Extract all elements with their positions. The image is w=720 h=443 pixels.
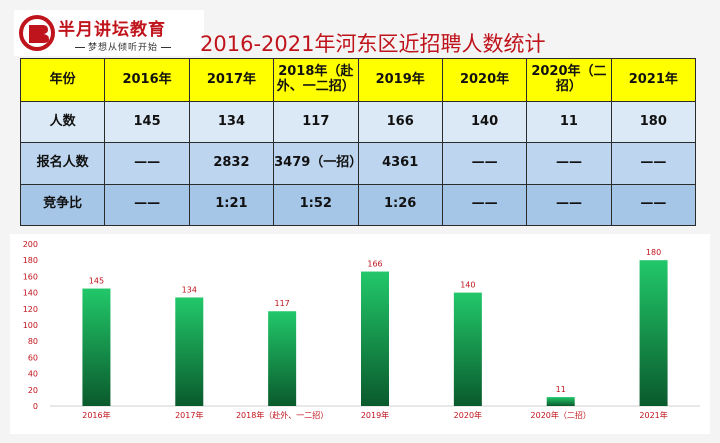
y-tick-label: 160 <box>23 272 38 281</box>
page-title: 2016-2021年河东区近招聘人数统计 <box>200 32 546 56</box>
bar <box>175 297 204 406</box>
table-row: 报名人数 —— 2832 3479（一招） 4361 —— —— —— <box>19 142 697 185</box>
bar <box>639 260 668 406</box>
bar <box>82 288 111 406</box>
table-header-cell: 2020年（二招） <box>526 57 612 103</box>
table-cell: 117 <box>273 101 359 144</box>
table-cell: 145 <box>104 101 190 144</box>
table-row: 竞争比 —— 1:21 1:52 1:26 —— —— —— <box>19 183 697 227</box>
bar <box>361 271 389 406</box>
table-cell: —— <box>441 142 528 185</box>
table-header-cell: 年份 <box>19 57 106 103</box>
table-cell: —— <box>104 183 190 227</box>
table-cell: 2832 <box>188 142 275 185</box>
table-cell: —— <box>526 142 612 185</box>
x-tick-label: 2016年 <box>82 410 110 420</box>
bar <box>268 311 297 406</box>
y-tick-label: 20 <box>28 386 38 395</box>
y-tick-label: 60 <box>28 353 38 362</box>
logo-slogan: 梦想从倾听开始 <box>72 40 174 53</box>
data-label: 145 <box>89 277 104 286</box>
table-header-cell: 2020年 <box>441 57 528 103</box>
table-cell: 3479（一招） <box>273 142 362 185</box>
table-header-cell: 2019年 <box>357 57 443 103</box>
table-cell: —— <box>441 183 528 227</box>
table-header-row: 年份 2016年 2017年 2018年（赴外、一二招） 2019年 2020年… <box>19 57 697 103</box>
x-tick-label: 2020年 <box>454 410 482 420</box>
stats-table: 年份 2016年 2017年 2018年（赴外、一二招） 2019年 2020年… <box>19 57 697 227</box>
y-tick-label: 200 <box>23 240 38 249</box>
x-tick-label: 2019年 <box>361 410 389 420</box>
table-header-cell: 2017年 <box>188 57 275 103</box>
table-cell: 166 <box>357 101 443 144</box>
logo: 半月讲坛教育 梦想从倾听开始 <box>14 10 204 56</box>
data-label: 166 <box>367 260 382 269</box>
table-header-cell: 2018年（赴外、一二招） <box>273 57 359 103</box>
table-cell: 134 <box>188 101 275 144</box>
data-label: 140 <box>460 281 475 290</box>
data-label: 180 <box>646 248 661 257</box>
table-cell: 4361 <box>357 142 443 185</box>
data-label: 117 <box>275 299 290 308</box>
bar <box>453 292 482 406</box>
table-cell: 人数 <box>19 101 106 144</box>
table-cell: 1:26 <box>357 183 443 227</box>
table-cell: 11 <box>526 101 612 144</box>
table-cell: 180 <box>610 101 697 144</box>
logo-brand: 半月讲坛教育 <box>58 20 166 40</box>
x-tick-label: 2017年 <box>175 410 203 420</box>
bar <box>546 397 575 406</box>
bar-chart-panel: 0 20 40 60 80 100 120 140 160 180 200 145 2016年 134 20… <box>10 234 710 434</box>
table-cell: —— <box>104 142 190 185</box>
y-tick-label: 40 <box>28 370 38 379</box>
table-cell: 竞争比 <box>19 183 106 227</box>
table-cell: —— <box>610 183 697 227</box>
table-cell: 报名人数 <box>19 142 106 185</box>
y-tick-label: 100 <box>23 321 38 330</box>
bar-chart: 0 20 40 60 80 100 120 140 160 180 200 145 2016年 134 20… <box>23 240 700 420</box>
table-row: 人数 145 134 117 166 140 11 180 <box>19 101 697 144</box>
y-tick-label: 140 <box>23 289 38 298</box>
table-cell: 140 <box>441 101 528 144</box>
y-tick-label: 80 <box>28 337 38 346</box>
data-label: 134 <box>182 285 197 294</box>
table-cell: —— <box>610 142 697 185</box>
y-tick-label: 0 <box>33 402 38 411</box>
table-header-cell: 2021年 <box>610 57 697 103</box>
table-header-cell: 2016年 <box>104 57 190 103</box>
x-tick-label: 2020年（二招） <box>531 410 591 420</box>
data-label: 11 <box>556 385 566 394</box>
x-tick-label: 2021年 <box>639 410 667 420</box>
y-tick-label: 120 <box>23 305 38 314</box>
logo-mark-icon <box>19 15 55 51</box>
table-cell: 1:52 <box>273 183 359 227</box>
x-tick-label: 2018年（赴外、一二招） <box>236 410 328 420</box>
table-cell: —— <box>526 183 612 227</box>
table-cell: 1:21 <box>188 183 275 227</box>
y-tick-label: 180 <box>23 256 38 265</box>
